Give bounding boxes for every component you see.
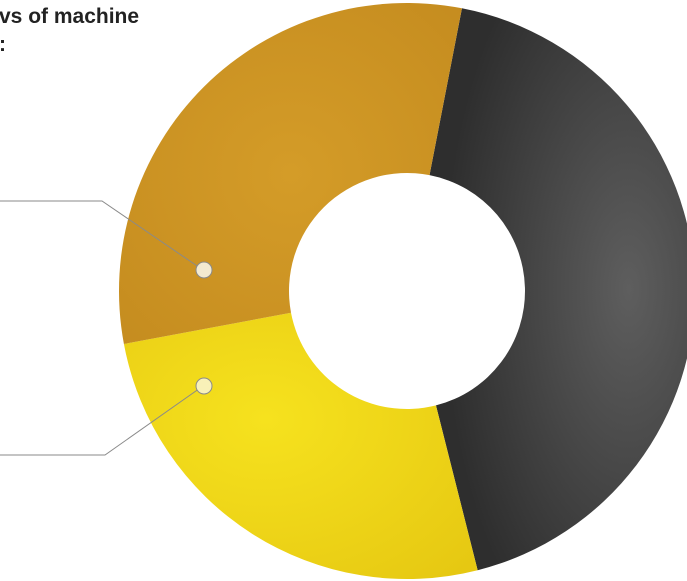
- leaders: [0, 200, 213, 456]
- donut-slice: [119, 3, 462, 344]
- donut: [119, 3, 687, 580]
- leader-dot: [195, 377, 213, 395]
- donut-slice: [123, 312, 478, 580]
- chart-title: vs of machine: [0, 5, 139, 28]
- donut-slice: [429, 8, 687, 571]
- leader-line: [0, 200, 204, 271]
- chart-title: :: [0, 33, 6, 56]
- leader-dot: [195, 261, 213, 279]
- leader-line: [0, 385, 204, 456]
